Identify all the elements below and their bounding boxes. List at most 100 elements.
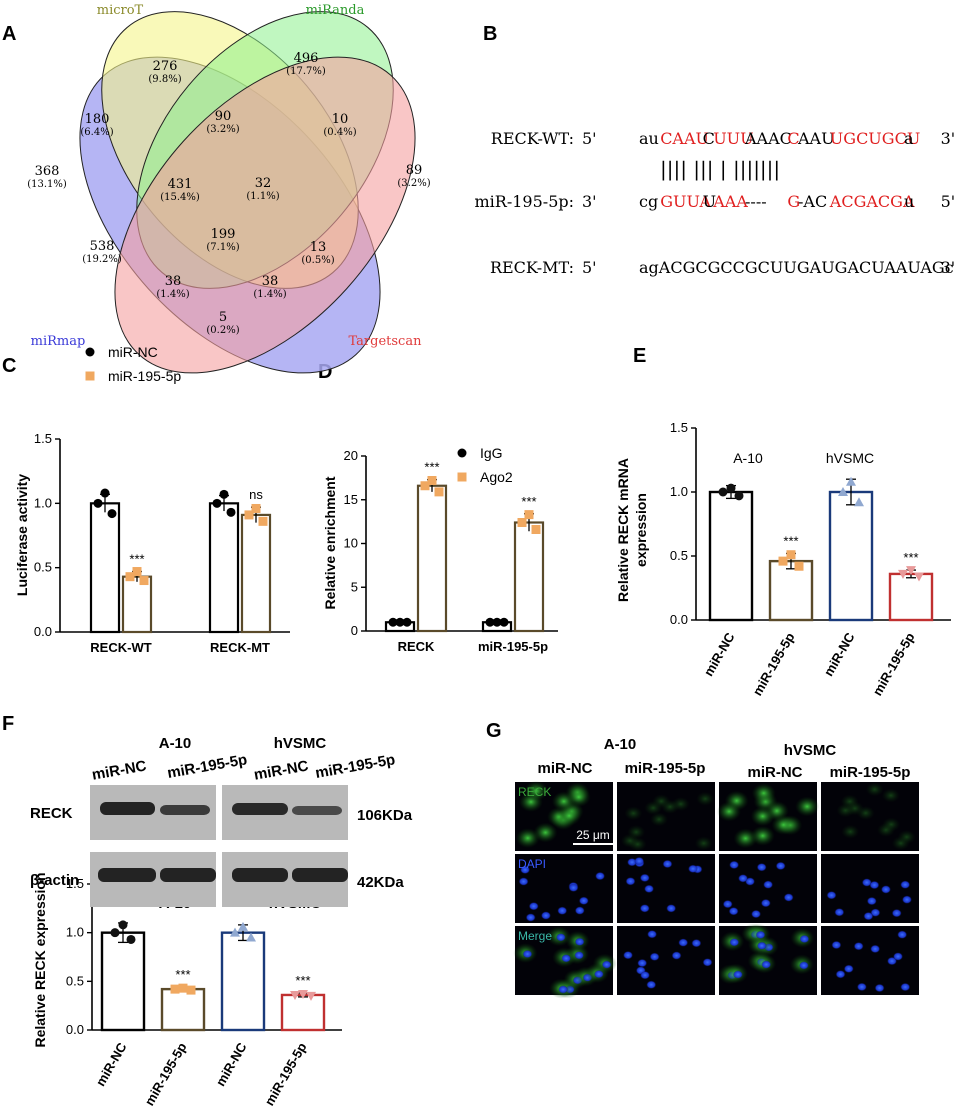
data-point (838, 487, 848, 496)
fluor-nucleus (678, 938, 689, 947)
bar-miR-195-5p (240, 513, 272, 634)
data-point-Ago2 (427, 476, 437, 485)
alignment-five-prime: 5' (582, 129, 597, 148)
data-point (846, 476, 856, 486)
fluor-nucleus (891, 908, 902, 918)
fluor-nucleus (861, 878, 872, 887)
y-axis-label: Relative RECK expression (32, 872, 48, 1047)
data-point-Ago2 (420, 481, 430, 491)
fluor-nucleus (574, 906, 585, 915)
chart-d-enrichment: 0 5 10 15 20 Relative enrichment RECK *** miR-19… (322, 445, 558, 654)
venn-set-label-targetscan: Targetscan (349, 334, 423, 349)
fluor-nucleus (687, 864, 698, 873)
venn-region-count: 90 (215, 109, 232, 124)
fluor-column-label: miR-NC (538, 760, 593, 777)
significance-label: *** (129, 552, 144, 567)
y-tick-label: 0 (351, 623, 358, 638)
fluor-nucleus (671, 951, 682, 960)
venn-region-percent: (1.1%) (246, 191, 279, 202)
data-point-miR-195-5p (132, 567, 142, 577)
fluor-nucleus (893, 952, 904, 961)
venn-region-percent: (3.2%) (397, 178, 430, 189)
venn-region-percent: (1.4%) (156, 289, 189, 300)
bar-Ago2 (513, 521, 545, 633)
fluor-cell (865, 782, 884, 797)
fluor-nucleus (729, 938, 740, 947)
bar (888, 572, 934, 622)
y-tick-label: 0.5 (670, 548, 688, 563)
venn-region-count: 496 (294, 51, 319, 66)
alignment-sequence-segment: AAA (712, 192, 748, 211)
fluor-nucleus (761, 960, 772, 969)
data-point-Ago2 (524, 510, 534, 520)
fluor-nucleus (637, 958, 648, 968)
venn-region-count: 5 (219, 310, 227, 325)
alignment-five-prime: 3' (582, 192, 597, 211)
data-point-IgG (485, 617, 495, 627)
fluor-cell (557, 805, 582, 826)
fluor-nucleus (831, 940, 842, 950)
bar (160, 987, 206, 1032)
category-label: miR-195-5p (870, 630, 918, 698)
fluor-row-label: Merge (518, 929, 552, 943)
fluor-nucleus (826, 891, 837, 900)
venn-region-count: 368 (35, 164, 60, 179)
legend-marker-miR-NC (85, 347, 95, 357)
alignment-sequence-segment: AAAC (744, 129, 792, 148)
y-axis-label-line: Relative RECK expression (32, 872, 48, 1047)
fluor-cell (771, 814, 796, 835)
venn-region-percent: (6.4%) (80, 127, 113, 138)
fluor-nucleus (729, 860, 740, 870)
venn-region-count: 32 (255, 176, 272, 191)
category-label: miR-195-5p (478, 639, 548, 654)
fluor-nucleus (853, 942, 864, 951)
panel-letter-e: E (633, 345, 646, 367)
fluor-nucleus (799, 934, 810, 944)
fluor-cell (841, 824, 860, 839)
fluor-cell (836, 803, 855, 818)
scale-bar-label: 25 μm (576, 828, 610, 842)
alignment-row-label: RECK-WT: (491, 129, 574, 148)
category-label: miR-NC (213, 1039, 250, 1088)
y-tick-label: 20 (344, 448, 358, 463)
fluor-nucleus (783, 893, 794, 902)
y-axis-label-line: expression (633, 493, 649, 567)
data-point (178, 983, 188, 993)
venn-region-percent: (19.2%) (82, 254, 122, 265)
panel-letter-f: F (2, 713, 14, 735)
venn-region-percent: (9.8%) (148, 74, 181, 85)
significance-label: ns (249, 487, 263, 502)
legend-label: miR-195-5p (108, 368, 181, 384)
y-axis-label: Relative enrichment (322, 476, 338, 609)
y-tick-label: 10 (344, 536, 358, 551)
blot-band (160, 868, 216, 882)
fluor-column-label: miR-NC (748, 764, 803, 781)
y-tick-label: 1.5 (34, 431, 52, 446)
blot-band (232, 803, 288, 815)
significance-label: *** (783, 533, 798, 548)
fluor-nucleus (574, 937, 585, 946)
venn-region-count: 13 (310, 240, 327, 255)
panel-letter-g: G (486, 720, 502, 742)
blot-band (98, 868, 156, 882)
panel-letter-a: A (2, 23, 16, 45)
venn-region-percent: (13.1%) (27, 179, 67, 190)
data-point (854, 497, 864, 507)
category-label: miR-NC (93, 1039, 130, 1088)
blot-band (292, 806, 342, 815)
fluor-column-label: miR-195-5p (830, 764, 911, 781)
blot-band (232, 868, 288, 882)
fluor-nucleus (557, 906, 568, 915)
fluor-cell (795, 796, 820, 817)
fluor-nucleus (835, 970, 846, 979)
venn-region-percent: (7.1%) (206, 242, 239, 253)
alignment-sequence-segment: ---- (745, 192, 767, 211)
panel-letter-c: C (2, 355, 16, 377)
fluor-nucleus (522, 949, 533, 959)
venn-region-count: 538 (90, 239, 115, 254)
fluor-cell (661, 799, 680, 814)
venn-region-count: 38 (262, 274, 279, 289)
fluor-nucleus (798, 961, 809, 970)
